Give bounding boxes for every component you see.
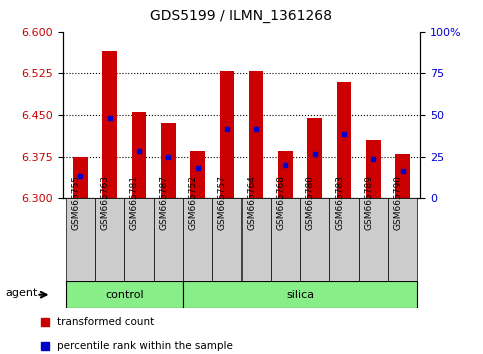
Text: GSM665789: GSM665789 — [364, 175, 373, 230]
Text: percentile rank within the sample: percentile rank within the sample — [57, 341, 233, 350]
Bar — [132, 112, 146, 198]
Text: GSM665757: GSM665757 — [218, 175, 227, 230]
Text: control: control — [105, 290, 143, 300]
Text: GDS5199 / ILMN_1361268: GDS5199 / ILMN_1361268 — [151, 9, 332, 23]
Bar — [395, 154, 410, 198]
Text: GSM665752: GSM665752 — [188, 175, 198, 230]
Bar — [73, 157, 88, 198]
Bar — [183, 198, 212, 281]
Bar — [359, 198, 388, 281]
Text: silica: silica — [286, 290, 314, 300]
Bar — [271, 198, 300, 281]
Bar — [329, 198, 359, 281]
Text: GSM665764: GSM665764 — [247, 175, 256, 230]
Text: GSM665755: GSM665755 — [71, 175, 80, 230]
Bar — [220, 71, 234, 198]
Bar — [307, 118, 322, 198]
Bar — [337, 82, 351, 198]
Bar — [212, 198, 242, 281]
Bar — [249, 71, 263, 198]
Text: agent: agent — [5, 289, 37, 298]
Text: GSM665763: GSM665763 — [100, 175, 110, 230]
Bar — [300, 198, 329, 281]
Bar — [161, 124, 176, 198]
Bar — [242, 198, 271, 281]
Text: GSM665768: GSM665768 — [276, 175, 285, 230]
Bar — [388, 198, 417, 281]
Text: transformed count: transformed count — [57, 317, 155, 327]
Bar — [95, 198, 124, 281]
Bar — [183, 281, 417, 308]
Text: GSM665787: GSM665787 — [159, 175, 168, 230]
Text: GSM665780: GSM665780 — [306, 175, 315, 230]
Text: GSM665781: GSM665781 — [130, 175, 139, 230]
Bar — [124, 198, 154, 281]
Bar — [102, 51, 117, 198]
Bar — [154, 198, 183, 281]
Text: GSM665783: GSM665783 — [335, 175, 344, 230]
Bar — [66, 281, 183, 308]
Bar — [278, 151, 293, 198]
Bar — [366, 140, 381, 198]
Bar — [190, 151, 205, 198]
Bar — [66, 198, 95, 281]
Text: GSM665790: GSM665790 — [394, 175, 403, 230]
